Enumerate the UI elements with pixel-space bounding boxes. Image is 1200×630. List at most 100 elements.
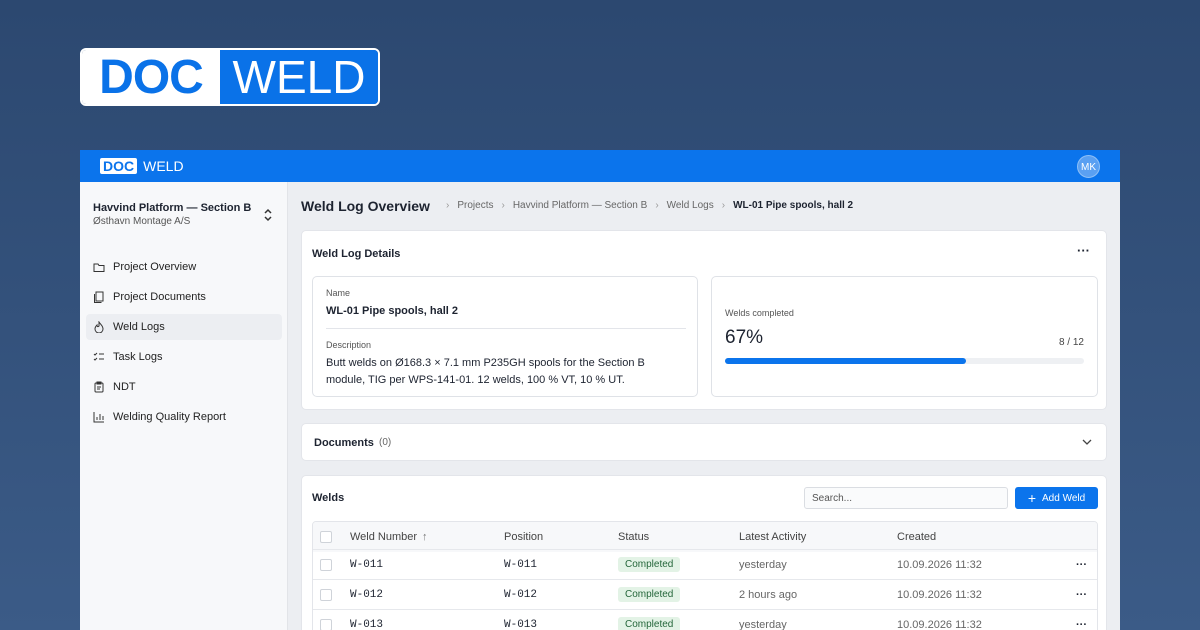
page-title: Weld Log Overview (301, 198, 430, 214)
more-button[interactable]: ··· (1077, 243, 1090, 258)
card-title: Weld Log Details (312, 248, 401, 260)
progress-box: Welds completed 67% 8 / 12 (711, 276, 1098, 397)
breadcrumb[interactable]: Havvind Platform — Section B (512, 200, 648, 211)
created: 10.09.2026 11:32 (897, 559, 982, 571)
nav-icon (94, 381, 104, 393)
logo-doc: DOC (82, 50, 220, 104)
app-logo[interactable]: DOC WELD (100, 158, 184, 174)
progress-count: 8 / 12 (1058, 337, 1084, 348)
weld-number[interactable]: W-013 (350, 619, 384, 630)
nav-item[interactable]: Weld Logs (86, 314, 282, 340)
avatar[interactable]: MK (1077, 155, 1100, 178)
nav-icon (93, 412, 104, 423)
nav-icon (93, 352, 104, 361)
info-box: Name WL-01 Pipe spools, hall 2 Descripti… (312, 276, 698, 397)
latest-activity: yesterday (739, 559, 787, 571)
table-row: W-013 W-013 Completed yesterday 10.09.2026 1… (313, 609, 1097, 630)
row-menu[interactable]: ··· (1076, 559, 1087, 571)
breadcrumb: WL-01 Pipe spools, hall 2 (733, 200, 854, 211)
project-name[interactable]: Havvind Platform — Section B (93, 202, 252, 214)
weld-number[interactable]: W-011 (350, 559, 384, 571)
position: W-012 (504, 589, 538, 601)
company-name: Østhavn Montage A/S (93, 216, 191, 227)
welds-table: Weld Number ↑ Position Status Latest Activit… (312, 521, 1098, 630)
sort-icon[interactable]: ↑ (422, 531, 428, 543)
add-weld-button[interactable]: + Add Weld (1015, 487, 1098, 509)
nav-item[interactable]: Welding Quality Report (86, 404, 282, 430)
breadcrumb-separator: › (446, 200, 450, 211)
log-name: WL-01 Pipe spools, hall 2 (326, 305, 459, 317)
app-window: DOC WELD MK Havvind Platform — Section B … (80, 150, 1120, 630)
status-badge: Completed (618, 617, 681, 630)
progress-track (725, 358, 1084, 364)
description: Butt welds on Ø168.3 × 7.1 mm P235GH spo… (326, 357, 645, 386)
position: W-011 (504, 559, 538, 571)
row-menu[interactable]: ··· (1076, 619, 1087, 630)
documents-card[interactable]: Documents (0) (301, 423, 1107, 461)
top-bar: DOC WELD MK (80, 150, 1120, 182)
nav-item[interactable]: Task Logs (86, 344, 282, 370)
column-header[interactable]: Position (504, 531, 544, 543)
column-header[interactable]: Created (897, 531, 937, 543)
welds-title: Welds (312, 492, 345, 504)
sidebar: Havvind Platform — Section B Østhavn Mon… (80, 182, 288, 630)
nav-label: Welding Quality Report (113, 411, 226, 423)
nav-label: Weld Logs (113, 321, 165, 333)
nav-icon (94, 291, 104, 303)
progress-label: Welds completed (725, 308, 794, 318)
logo-weld: WELD (143, 158, 184, 174)
nav-item[interactable]: Project Documents (86, 284, 282, 310)
position: W-013 (504, 619, 538, 630)
weld-number[interactable]: W-012 (350, 589, 384, 601)
breadcrumb-separator: › (655, 200, 659, 211)
checkbox[interactable] (320, 619, 332, 630)
breadcrumb[interactable]: Projects (457, 200, 494, 211)
welds-card: Welds Search... + Add Weld Weld Number ↑ Po… (301, 475, 1107, 630)
latest-activity: 2 hours ago (739, 589, 798, 601)
documents-title: Documents (314, 437, 374, 449)
project-switch[interactable] (263, 208, 273, 222)
button-label: Add Weld (1042, 492, 1086, 504)
status-badge: Completed (618, 587, 681, 602)
nav-icon (93, 263, 105, 272)
logo-weld: WELD (220, 50, 378, 104)
checkbox[interactable] (320, 589, 332, 601)
breadcrumb-separator: › (721, 200, 726, 211)
nav-item[interactable]: NDT (86, 374, 282, 400)
latest-activity: yesterday (739, 619, 787, 630)
divider (326, 328, 686, 329)
brand-logo: DOC WELD (80, 48, 380, 106)
checkbox[interactable] (320, 559, 332, 571)
breadcrumb-separator: › (501, 200, 505, 211)
search-input[interactable]: Search... (804, 487, 1008, 509)
progress-percent: 67% (725, 327, 764, 348)
breadcrumb[interactable]: Weld Logs (666, 200, 714, 211)
name-label: Name (326, 288, 351, 298)
breadcrumbs: › Projects › Havvind Platform — Section B › W… (438, 200, 853, 211)
description-label: Description (326, 340, 372, 350)
column-header[interactable]: Weld Number (350, 531, 418, 543)
status-badge: Completed (618, 557, 681, 572)
table-row: W-012 W-012 Completed 2 hours ago 10.09.2026… (313, 579, 1097, 609)
column-header[interactable]: Status (618, 531, 650, 543)
nav-item[interactable]: Project Overview (86, 254, 282, 280)
row-menu[interactable]: ··· (1076, 589, 1087, 601)
created: 10.09.2026 11:32 (897, 619, 982, 630)
created: 10.09.2026 11:32 (897, 589, 982, 601)
nav-icon (94, 321, 104, 333)
nav-label: NDT (113, 381, 136, 393)
nav-label: Project Overview (113, 261, 197, 273)
expand-icon[interactable] (1082, 438, 1092, 446)
table-row: W-011 W-011 Completed yesterday 10.09.2026 1… (313, 549, 1097, 579)
table-header: Weld Number ↑ Position Status Latest Activit… (313, 522, 1097, 552)
nav-label: Task Logs (113, 351, 163, 363)
details-card: Weld Log Details ··· Name WL-01 Pipe spo… (301, 230, 1107, 410)
logo-doc: DOC (100, 158, 138, 174)
nav-label: Project Documents (113, 291, 206, 303)
progress-bar (725, 358, 966, 364)
column-header[interactable]: Latest Activity (739, 531, 807, 543)
documents-count: (0) (379, 437, 392, 448)
checkbox[interactable] (320, 531, 332, 543)
